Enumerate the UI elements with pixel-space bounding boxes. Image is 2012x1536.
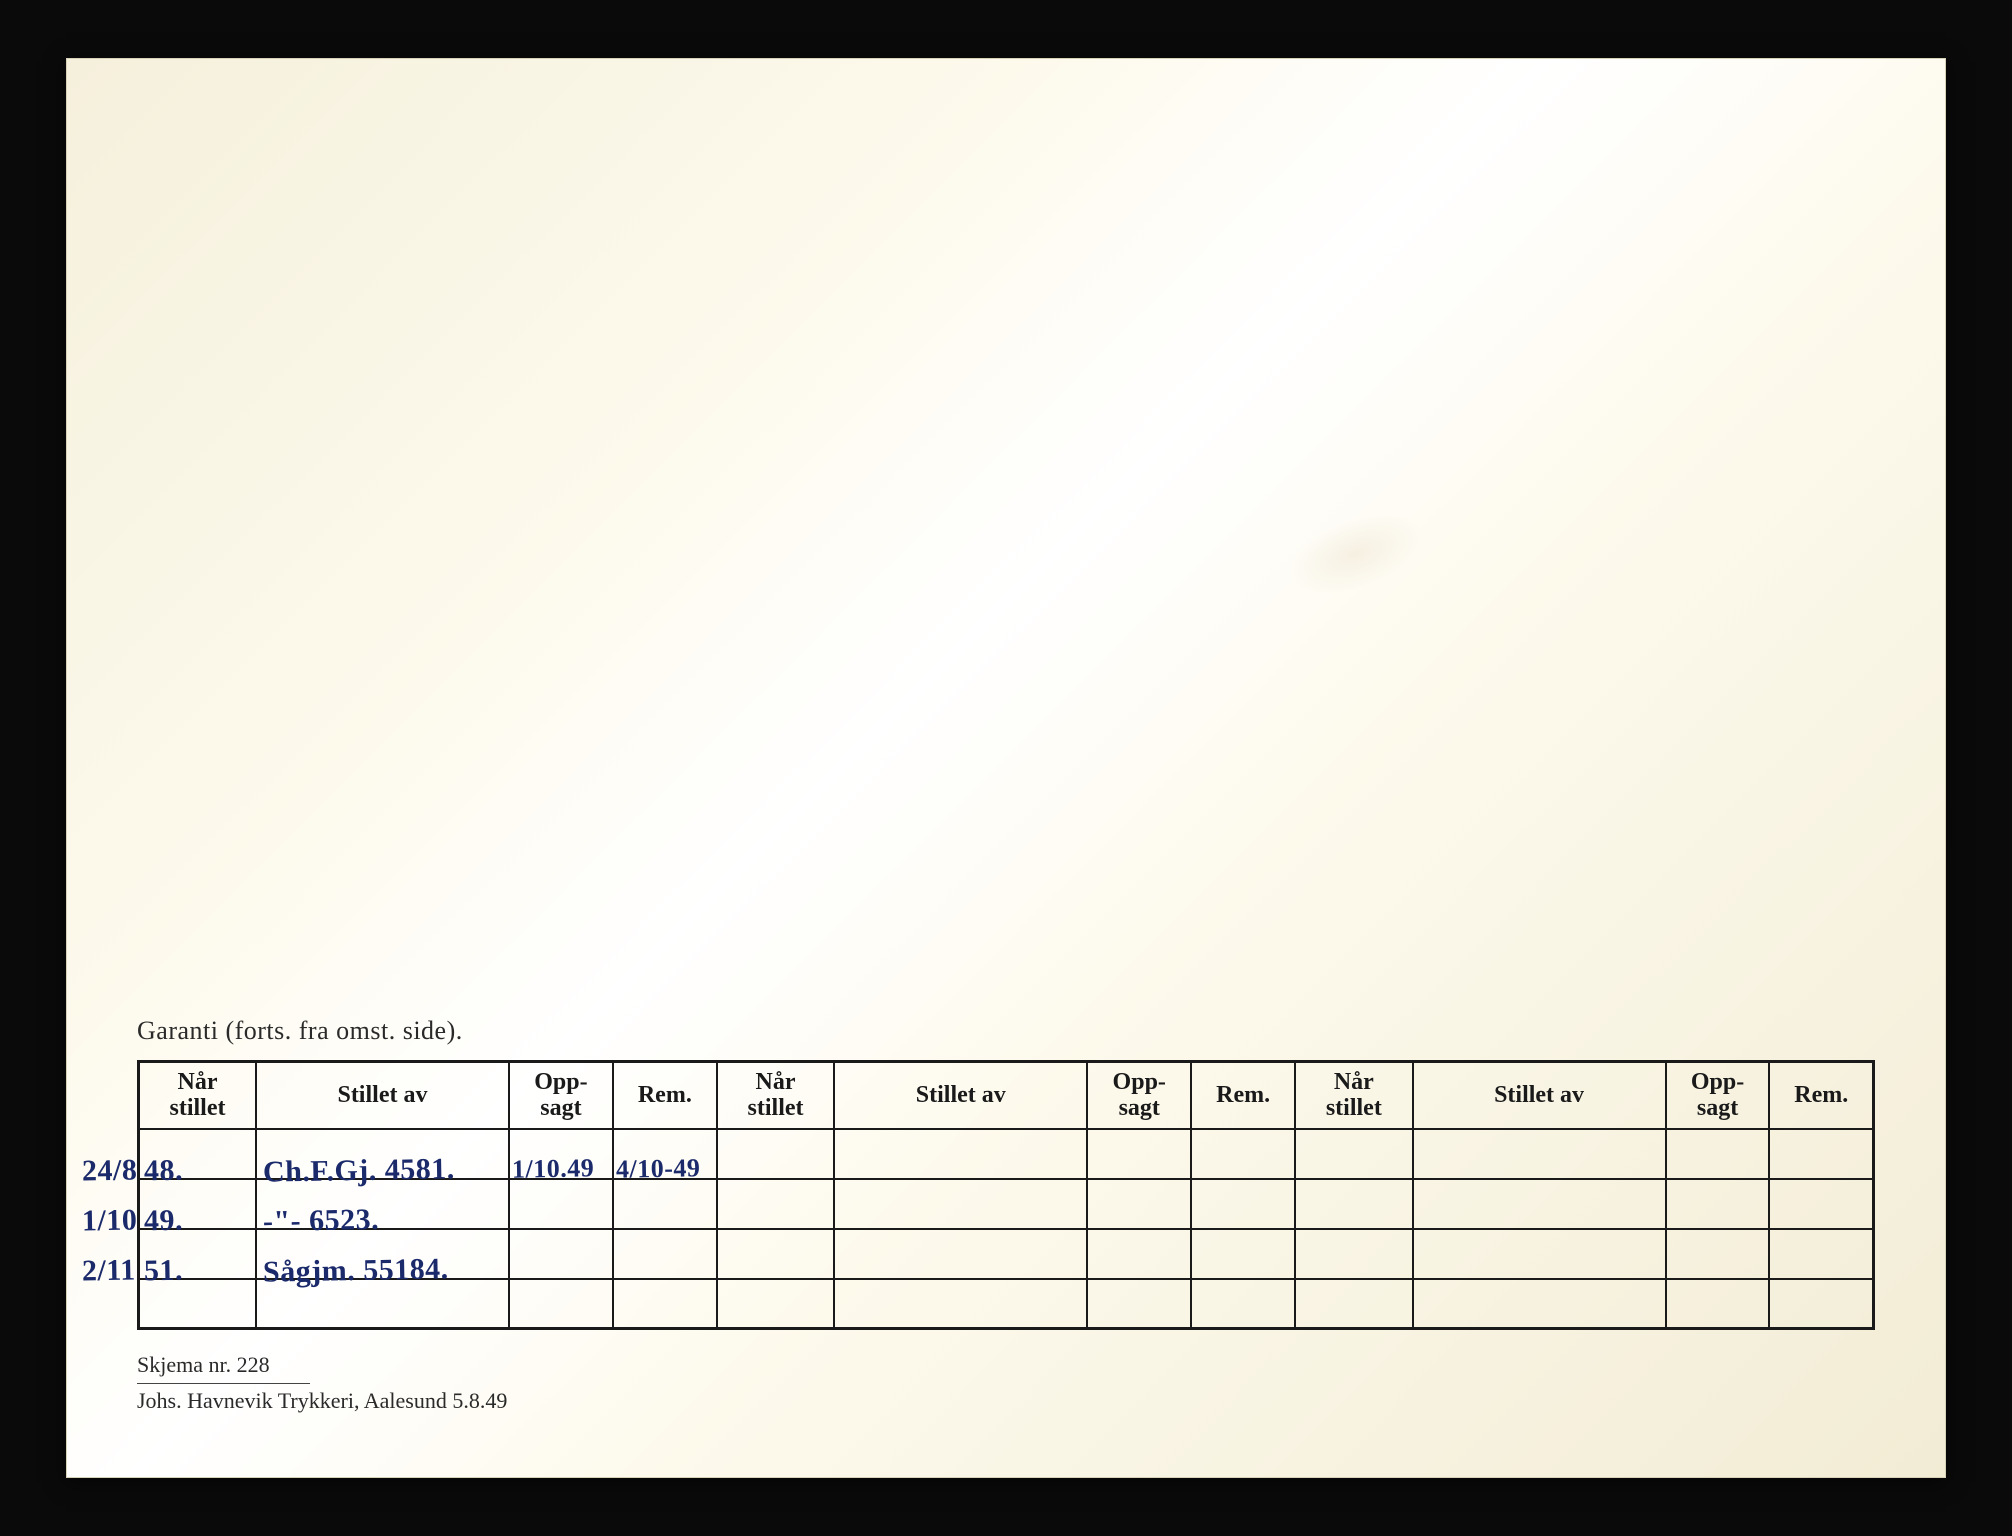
col-nar-stillet: Når stillet xyxy=(1295,1061,1412,1128)
table-caption: Garanti (forts. fra omst. side). xyxy=(137,1016,1875,1046)
col-rem: Rem. xyxy=(1191,1061,1295,1128)
paper-card: Garanti (forts. fra omst. side). Når sti… xyxy=(66,58,1946,1478)
table-row: 1/10 49. -"- 6523. xyxy=(139,1179,1874,1229)
handwritten-margin-date: 24/8 xyxy=(82,1153,138,1188)
form-number: Skjema nr. 228 xyxy=(137,1348,310,1384)
table-row: 24/8 48. Ch.F.Gj. 4581. 1/10.49 4/10-49 xyxy=(139,1129,1874,1179)
col-nar-stillet: Når stillet xyxy=(139,1061,256,1128)
guarantee-table: Når stillet Stillet av Opp- sagt Rem. Nå… xyxy=(137,1060,1875,1330)
paper-stain xyxy=(1277,497,1432,611)
col-opp-sagt: Opp- sagt xyxy=(509,1061,613,1128)
col-stillet-av: Stillet av xyxy=(1413,1061,1666,1128)
col-opp-sagt: Opp- sagt xyxy=(1087,1061,1191,1128)
table-row xyxy=(139,1279,1874,1329)
handwritten-margin-date: 2/11 xyxy=(82,1253,136,1288)
col-rem: Rem. xyxy=(1769,1061,1873,1128)
col-rem: Rem. xyxy=(613,1061,717,1128)
table-body: 24/8 48. Ch.F.Gj. 4581. 1/10.49 4/10-49 … xyxy=(139,1129,1874,1329)
form-footer: Skjema nr. 228 Johs. Havnevik Trykkeri, … xyxy=(137,1348,1875,1417)
table-row: 2/11 51. Sågjm. 55184. xyxy=(139,1229,1874,1279)
handwritten-margin-date: 1/10 xyxy=(82,1203,138,1238)
form-region: Garanti (forts. fra omst. side). Når sti… xyxy=(137,1016,1875,1417)
col-stillet-av: Stillet av xyxy=(256,1061,509,1128)
printer-credit: Johs. Havnevik Trykkeri, Aalesund 5.8.49 xyxy=(137,1388,507,1413)
col-stillet-av: Stillet av xyxy=(834,1061,1087,1128)
col-opp-sagt: Opp- sagt xyxy=(1666,1061,1770,1128)
header-row: Når stillet Stillet av Opp- sagt Rem. Nå… xyxy=(139,1061,1874,1128)
col-nar-stillet: Når stillet xyxy=(717,1061,834,1128)
